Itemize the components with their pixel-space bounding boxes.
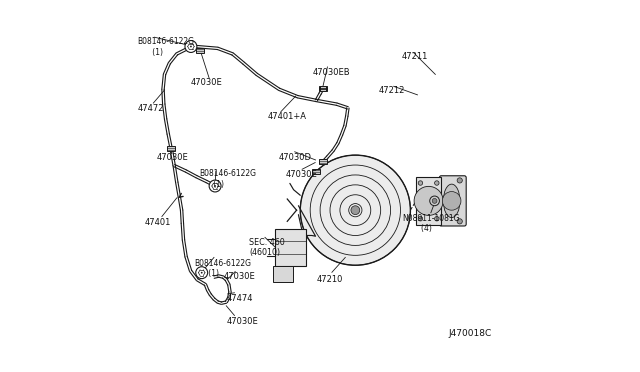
- Circle shape: [457, 178, 462, 183]
- Text: 47030D: 47030D: [279, 153, 312, 161]
- Text: 47030E: 47030E: [286, 170, 317, 179]
- Bar: [275, 229, 306, 266]
- Text: 47472: 47472: [138, 104, 164, 113]
- Circle shape: [351, 206, 360, 215]
- Text: 47030E: 47030E: [191, 78, 222, 87]
- FancyBboxPatch shape: [440, 176, 466, 226]
- Circle shape: [190, 46, 192, 47]
- Text: SEC. 460
(46010): SEC. 460 (46010): [250, 238, 285, 257]
- Circle shape: [432, 198, 437, 203]
- Text: 47030E: 47030E: [223, 272, 255, 281]
- Ellipse shape: [444, 184, 460, 218]
- Text: 47474: 47474: [227, 294, 253, 303]
- Bar: [319, 86, 326, 91]
- Circle shape: [414, 186, 443, 215]
- Circle shape: [300, 155, 410, 265]
- Text: 47210: 47210: [316, 275, 342, 284]
- Circle shape: [457, 219, 462, 224]
- Bar: [312, 169, 321, 174]
- Text: 47401: 47401: [145, 218, 171, 227]
- Circle shape: [196, 267, 207, 279]
- Text: 47030E: 47030E: [227, 317, 258, 326]
- Text: B08146-6122G
      (1): B08146-6122G (1): [199, 169, 256, 189]
- Bar: [319, 159, 327, 164]
- Bar: [273, 266, 293, 282]
- Text: B08146-6122G
      (1): B08146-6122G (1): [195, 259, 252, 278]
- Circle shape: [435, 181, 439, 185]
- Text: 47030EB: 47030EB: [312, 68, 350, 77]
- Bar: [167, 146, 175, 151]
- Text: 47211: 47211: [402, 52, 428, 61]
- Circle shape: [435, 217, 439, 221]
- Circle shape: [418, 181, 422, 185]
- Text: B08146-6122G
      (1): B08146-6122G (1): [138, 37, 195, 57]
- Circle shape: [442, 192, 461, 210]
- Circle shape: [209, 180, 221, 192]
- Bar: [319, 86, 327, 91]
- Text: J470018C: J470018C: [449, 329, 492, 338]
- Text: 47401+A: 47401+A: [268, 112, 307, 121]
- Circle shape: [214, 185, 216, 187]
- Bar: [416, 177, 441, 225]
- Text: 47212: 47212: [379, 86, 405, 95]
- Text: 47030E: 47030E: [156, 153, 188, 161]
- Circle shape: [201, 272, 203, 273]
- Circle shape: [429, 196, 440, 206]
- Bar: [196, 48, 204, 53]
- Text: N08911-1081G
        (4): N08911-1081G (4): [402, 214, 460, 233]
- Circle shape: [185, 41, 197, 52]
- Circle shape: [418, 217, 422, 221]
